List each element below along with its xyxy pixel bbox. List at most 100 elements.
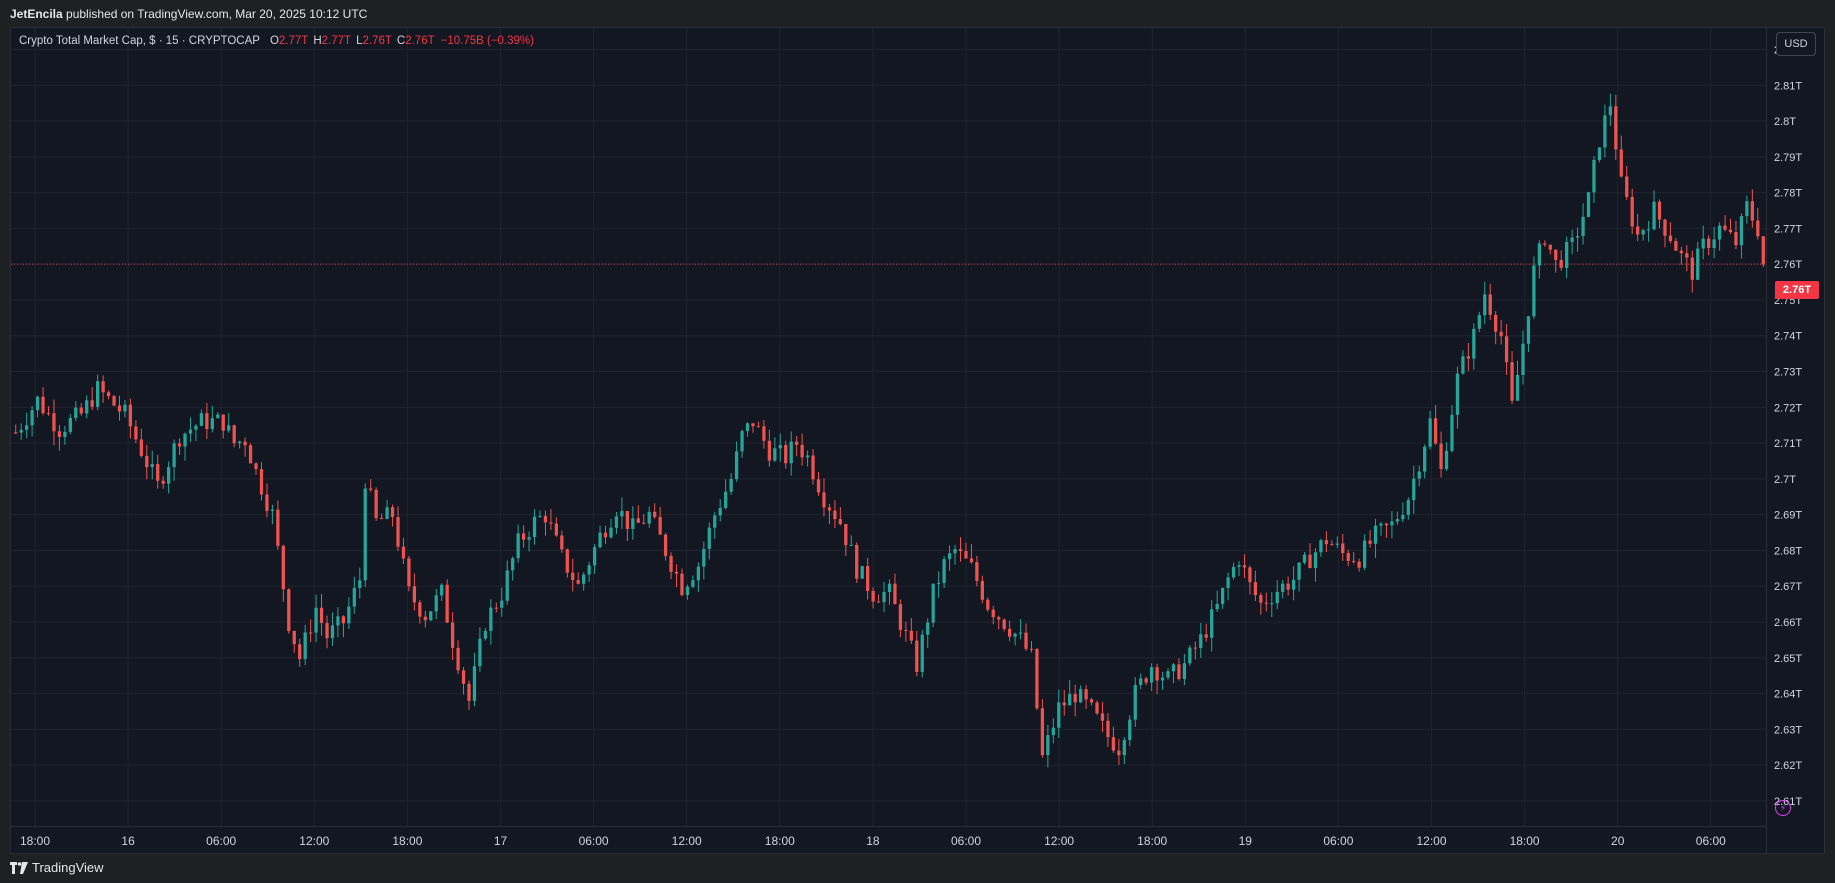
candle-body [1062,702,1066,706]
candle-body [598,532,602,548]
candle-body [1619,149,1623,177]
candle-body [1636,226,1640,235]
candle [1139,673,1143,690]
candle-body [1581,216,1585,237]
candle-body [276,509,280,546]
candle-body [713,515,717,528]
candle [270,504,275,525]
candle-body [532,516,537,538]
candle [603,525,608,544]
price-tick-label: 2.73T [1774,367,1802,379]
candle-body [1106,720,1110,738]
time-tick-label: 18:00 [765,834,795,848]
candle-body [653,511,657,517]
candle-body [1657,201,1662,220]
candle-body [1095,702,1099,714]
candle [1636,213,1640,242]
candle-body [385,507,389,519]
candle [1674,238,1678,251]
candle-body [614,516,619,528]
candle-body [1330,544,1334,546]
candle-body [805,455,810,458]
candle [423,610,427,628]
candle-body [369,488,373,490]
candle-body [816,479,821,493]
chart-pane[interactable]: 2.82T2.81T2.8T2.79T2.78T2.77T2.76T2.75T2… [10,27,1825,854]
candle [117,395,122,421]
candle [1543,240,1547,247]
candle-body [347,606,351,624]
candle-body [1226,577,1230,588]
price-tick-label: 2.68T [1774,545,1802,557]
candle-body [1701,238,1705,249]
candle-body [30,410,34,426]
candle-body [1559,259,1563,268]
candle [177,438,182,455]
candle-body [450,622,455,648]
candle [1270,592,1274,618]
candle-body [1390,521,1394,526]
candle-body [1149,667,1154,683]
candle [866,557,870,600]
candle [571,558,575,592]
candle-body [489,607,493,631]
currency-button[interactable]: USD [1776,32,1816,56]
candle [52,399,56,446]
candle [106,390,111,400]
candle-body [1297,562,1301,580]
candle [876,594,881,603]
candle-body [57,431,62,437]
candle-body [374,489,378,519]
candle [478,627,482,673]
candle [1024,623,1028,651]
candle-body [1078,689,1083,703]
candle [560,530,564,553]
candle-body [516,533,520,559]
candle-body [1341,543,1345,554]
candle [1095,700,1099,716]
candle-body [1450,414,1454,451]
grid-lines [11,28,1766,826]
candle-body [232,425,236,444]
candlestick-chart[interactable]: 2.82T2.81T2.8T2.79T2.78T2.77T2.76T2.75T2… [11,28,1824,853]
candle-body [407,558,411,587]
candle-body [1046,735,1050,756]
low-label: L [356,35,363,47]
candle-body [631,518,635,529]
candle [926,618,930,648]
lightning-event-icon[interactable]: ⚡ [1775,800,1791,816]
candle [1390,511,1394,539]
tradingview-logo[interactable]: TradingView [10,860,104,875]
candle [1117,738,1121,765]
candle-body [52,413,56,432]
candle [1297,562,1301,592]
candle [1723,215,1727,232]
candle-body [1084,689,1088,700]
time-tick-label: 12:00 [1044,834,1074,848]
candle [374,487,378,521]
candle-body [1319,540,1323,553]
candle [1242,554,1247,578]
candle [871,587,875,609]
candle [1062,689,1066,716]
candle-body [90,400,94,407]
time-tick-label: 06:00 [579,834,609,848]
brand-name: TradingView [32,860,104,875]
candle [756,421,761,428]
candle [538,510,542,518]
price-tick-label: 2.71T [1774,438,1802,450]
candle-body [123,404,127,412]
candle [1565,236,1569,279]
candle-body [1685,253,1689,258]
candle [844,523,848,556]
candle [1106,713,1110,747]
candle [1248,565,1252,595]
author-name[interactable]: JetEncila [10,7,63,21]
candle [1128,715,1132,747]
candle [276,500,280,550]
symbol-title[interactable]: Crypto Total Market Cap, $ · 15 · CRYPTO… [19,35,260,47]
candle-body [1182,663,1187,680]
price-tick-label: 2.7T [1774,474,1796,486]
candle-body [1155,667,1159,681]
candle-body [1477,315,1481,329]
